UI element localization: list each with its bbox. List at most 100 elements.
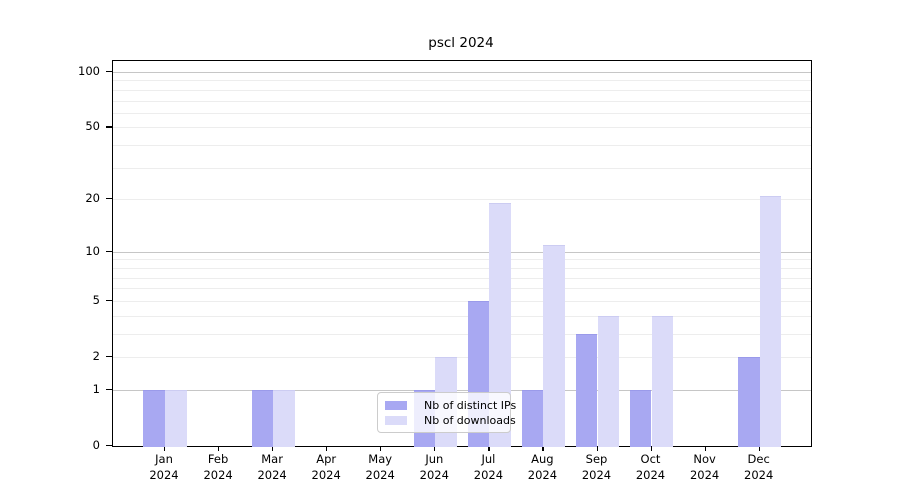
x-tick-mark bbox=[542, 446, 544, 451]
legend-entry: Nb of downloads bbox=[385, 413, 516, 427]
x-tick-label: Jan 2024 bbox=[149, 452, 179, 482]
minor-gridline bbox=[113, 315, 811, 317]
minor-gridline bbox=[113, 100, 811, 102]
gridline-echo bbox=[113, 89, 811, 91]
legend-label: Nb of distinct IPs bbox=[424, 398, 517, 412]
x-tick-label: Feb 2024 bbox=[203, 452, 233, 482]
legend: Nb of distinct IPs Nb of downloads bbox=[377, 392, 516, 433]
x-tick-mark bbox=[326, 446, 328, 451]
gridline-echo bbox=[113, 300, 811, 302]
gridline-echo bbox=[113, 277, 811, 279]
bar-distinct-ips bbox=[738, 357, 760, 447]
y-tick-label: 2 bbox=[92, 349, 100, 363]
gridline-echo bbox=[113, 145, 811, 147]
x-tick-mark bbox=[380, 446, 382, 451]
minor-gridline bbox=[113, 277, 811, 279]
bar-distinct-ips bbox=[251, 389, 274, 447]
major-gridline bbox=[113, 72, 811, 73]
x-tick-mark bbox=[596, 446, 598, 451]
gridline-echo bbox=[113, 199, 811, 201]
bar-distinct-ips bbox=[629, 389, 652, 447]
minor-gridline bbox=[113, 300, 811, 302]
x-tick-label: Oct 2024 bbox=[635, 452, 666, 482]
y-tick-label: 10 bbox=[85, 243, 100, 258]
bar-downloads bbox=[489, 203, 511, 447]
minor-gridline bbox=[113, 80, 811, 82]
x-tick-label: Mar 2024 bbox=[257, 452, 287, 482]
y-tick-label: 20 bbox=[85, 191, 100, 206]
bar-downloads bbox=[759, 195, 782, 447]
y-tick-mark bbox=[106, 388, 112, 390]
gridline-echo bbox=[113, 288, 811, 290]
gridline-echo bbox=[113, 100, 811, 102]
bar-downloads bbox=[597, 315, 620, 447]
y-tick-label: 1 bbox=[92, 381, 100, 396]
minor-gridline bbox=[113, 333, 811, 335]
gridline-echo bbox=[113, 127, 811, 129]
gridline-echo bbox=[113, 259, 811, 261]
x-tick-mark bbox=[704, 446, 706, 451]
x-tick-mark bbox=[650, 446, 652, 451]
y-tick-mark bbox=[106, 198, 112, 200]
bar-downloads bbox=[543, 244, 565, 447]
legend-label: Nb of downloads bbox=[424, 413, 516, 427]
gridline-echo bbox=[113, 251, 811, 253]
x-tick-mark bbox=[218, 446, 220, 451]
y-tick-label: 5 bbox=[92, 292, 100, 307]
minor-gridline bbox=[113, 112, 811, 114]
gridline-echo bbox=[113, 333, 811, 335]
x-tick-mark bbox=[164, 446, 166, 451]
gridline-echo bbox=[113, 112, 811, 114]
x-tick-mark bbox=[434, 446, 436, 451]
y-tick-mark bbox=[106, 250, 112, 252]
bar-downloads bbox=[651, 315, 674, 447]
y-tick-mark bbox=[106, 299, 112, 301]
gridline-echo bbox=[113, 389, 811, 391]
y-tick-mark bbox=[106, 445, 112, 447]
x-tick-label: Aug 2024 bbox=[527, 452, 558, 482]
gridline-echo bbox=[113, 267, 811, 269]
major-gridline bbox=[113, 389, 811, 391]
minor-gridline bbox=[113, 259, 811, 261]
minor-gridline bbox=[113, 89, 811, 91]
minor-gridline bbox=[113, 127, 811, 129]
gridline-echo bbox=[113, 357, 811, 358]
bar-downloads bbox=[273, 389, 295, 447]
y-tick-label: 50 bbox=[85, 119, 100, 134]
x-tick-mark bbox=[272, 446, 274, 451]
minor-gridline bbox=[113, 167, 811, 169]
legend-entry: Nb of distinct IPs bbox=[385, 398, 516, 412]
gridline-echo bbox=[113, 167, 811, 169]
y-tick-mark bbox=[106, 71, 112, 73]
bar-distinct-ips bbox=[521, 389, 544, 447]
x-tick-label: Jul 2024 bbox=[473, 452, 504, 482]
x-tick-mark bbox=[758, 446, 760, 451]
major-gridline bbox=[113, 251, 811, 253]
x-tick-label: Dec 2024 bbox=[744, 452, 774, 482]
bar-downloads bbox=[165, 389, 187, 447]
legend-swatch bbox=[385, 400, 407, 410]
minor-gridline bbox=[113, 288, 811, 290]
legend-swatch bbox=[385, 415, 407, 425]
y-tick-mark bbox=[106, 356, 112, 358]
minor-gridline bbox=[113, 357, 811, 358]
gridline-echo bbox=[113, 72, 811, 73]
y-tick-label: 0 bbox=[92, 438, 100, 452]
x-tick-label: May 2024 bbox=[365, 452, 395, 482]
bar-distinct-ips bbox=[143, 389, 165, 447]
x-tick-label: Sep 2024 bbox=[581, 452, 612, 482]
x-tick-label: Nov 2024 bbox=[689, 452, 720, 482]
minor-gridline bbox=[113, 199, 811, 201]
x-tick-label: Apr 2024 bbox=[311, 452, 341, 482]
minor-gridline bbox=[113, 145, 811, 147]
plot-area bbox=[112, 60, 812, 447]
x-tick-mark bbox=[488, 446, 490, 451]
x-tick-label: Jun 2024 bbox=[419, 452, 449, 482]
minor-gridline bbox=[113, 267, 811, 269]
gridline-echo bbox=[113, 80, 811, 82]
y-tick-mark bbox=[106, 126, 112, 128]
chart-title: pscl 2024 bbox=[428, 35, 494, 51]
y-tick-label: 100 bbox=[78, 64, 100, 78]
gridline-echo bbox=[113, 315, 811, 317]
